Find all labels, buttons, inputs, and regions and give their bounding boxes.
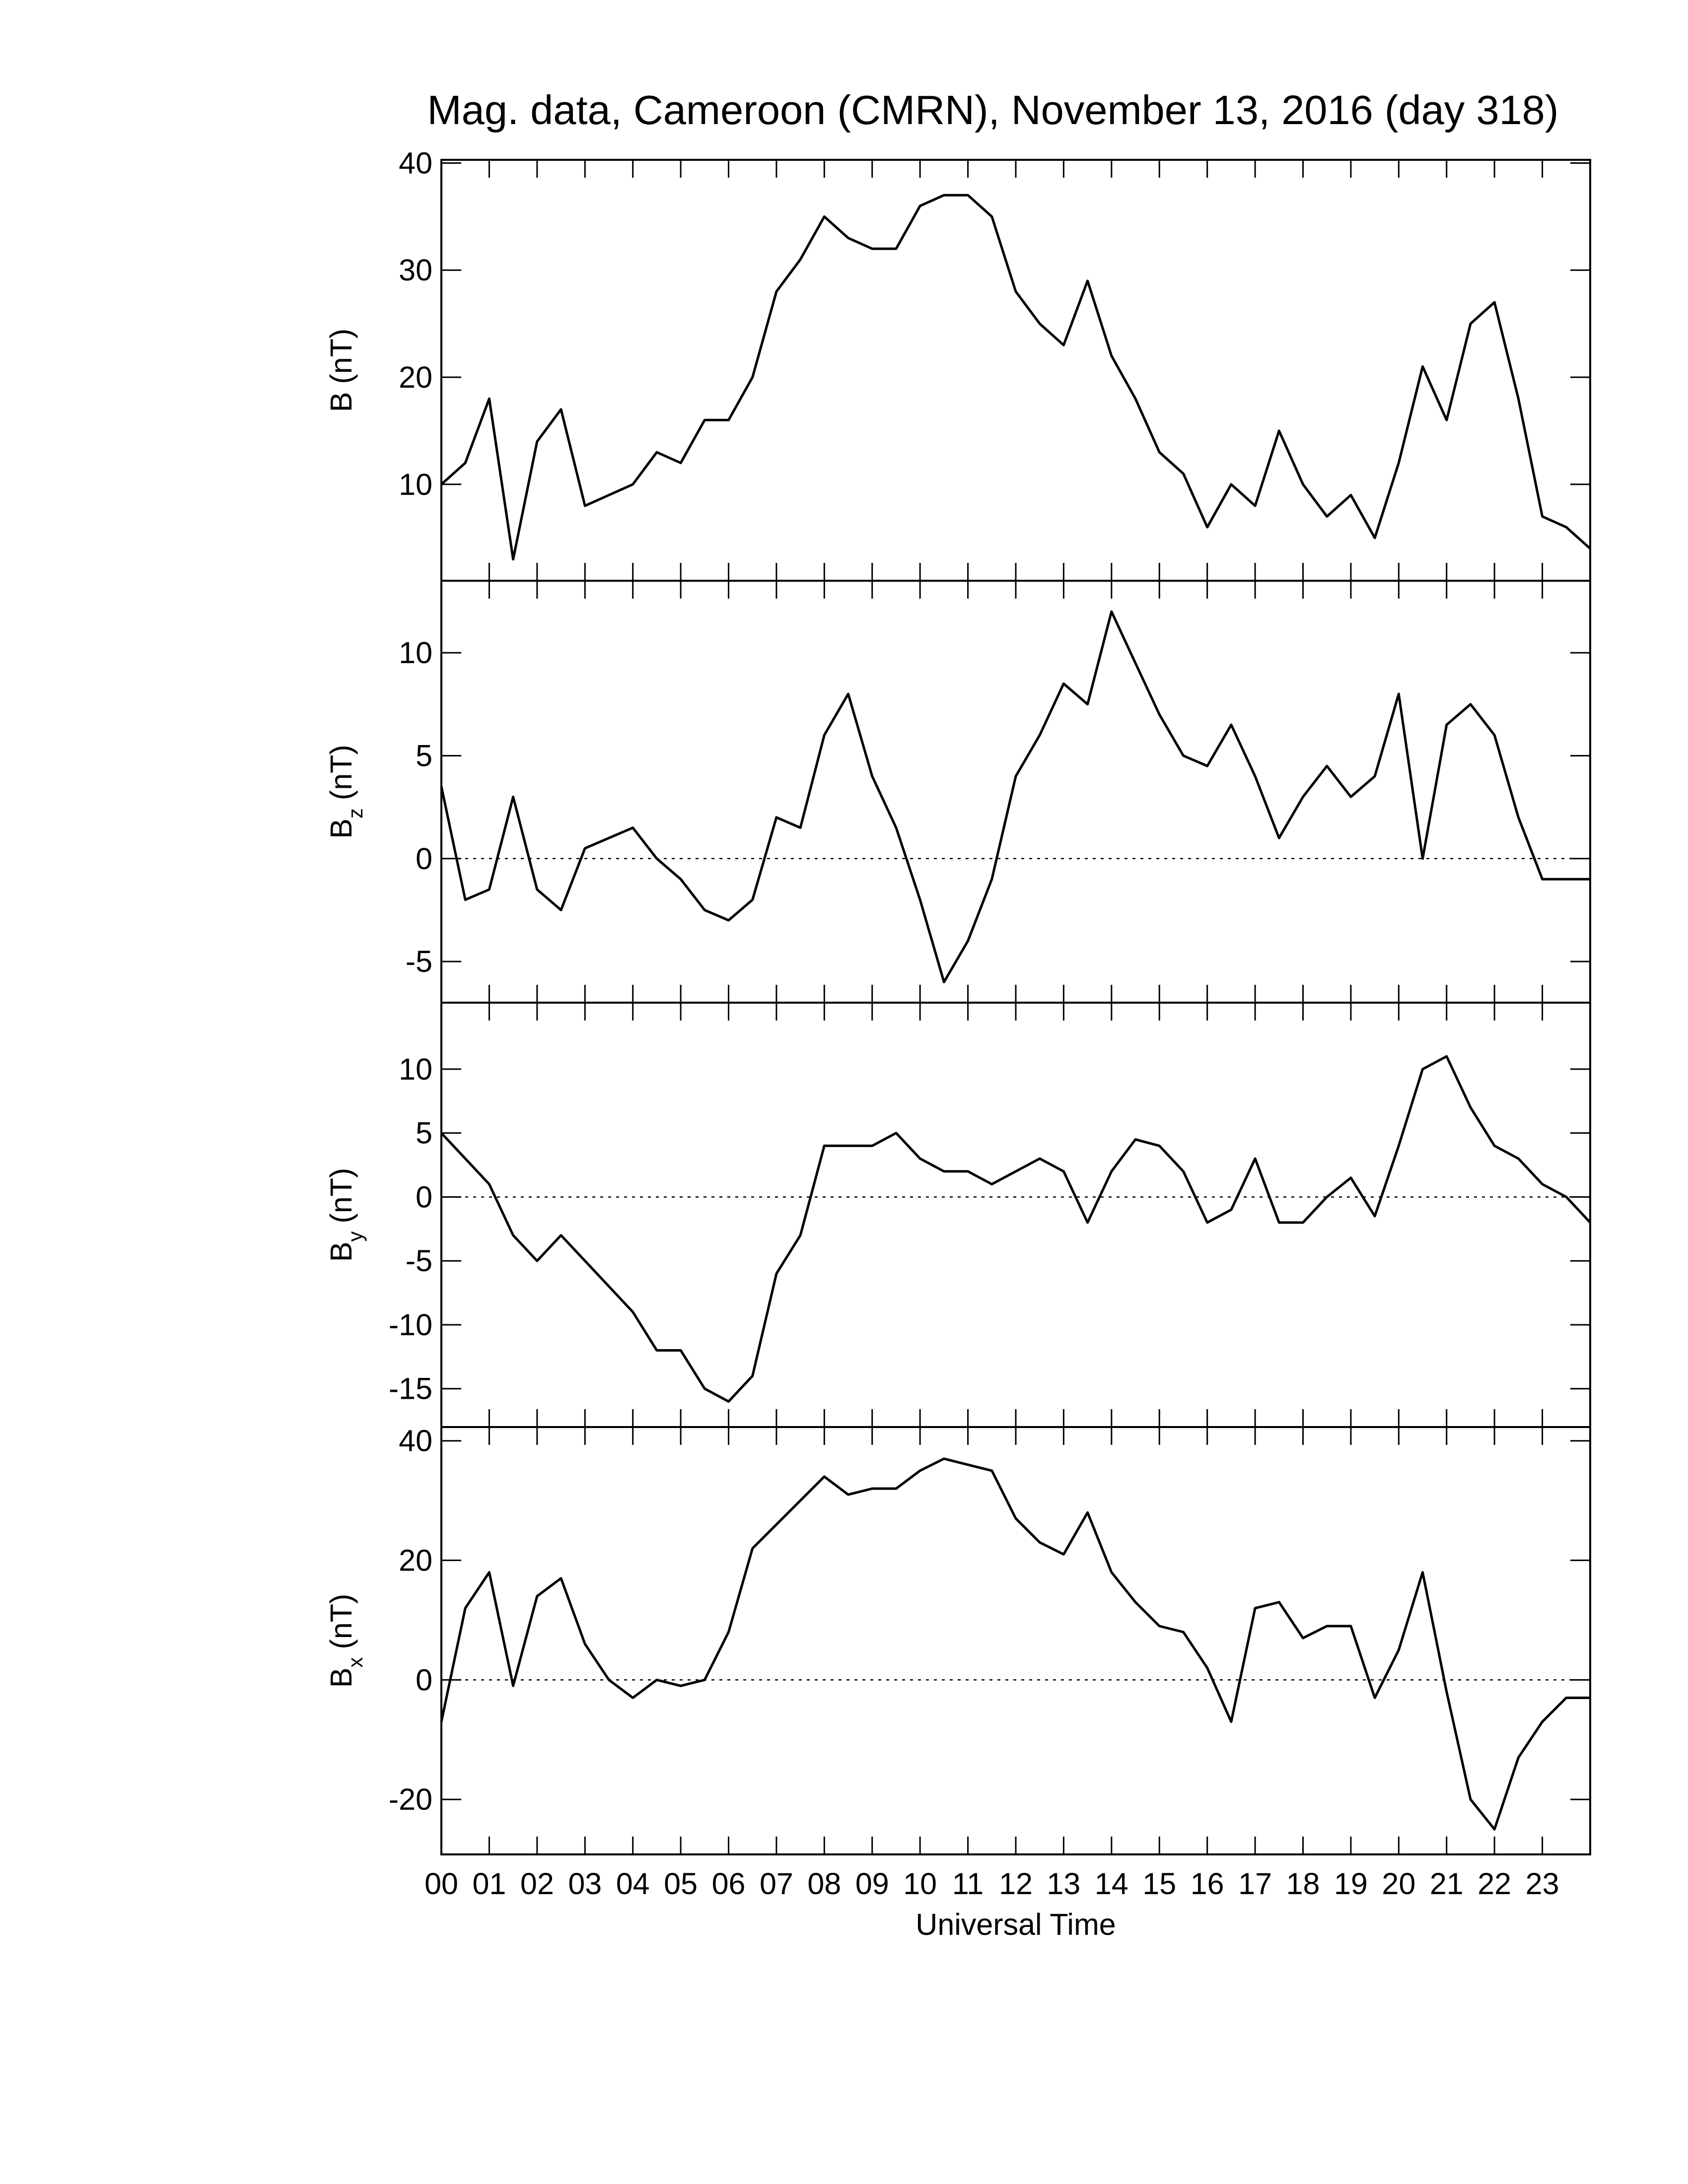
y-axis-label: Bx (nT) bbox=[324, 1594, 367, 1688]
y-tick-label: -10 bbox=[389, 1308, 432, 1342]
x-tick-label: 01 bbox=[472, 1867, 506, 1901]
y-tick-label: 20 bbox=[399, 360, 432, 394]
plot-frame bbox=[440, 580, 1591, 1004]
x-tick-label: 21 bbox=[1430, 1867, 1464, 1901]
y-tick-label: 10 bbox=[399, 468, 432, 501]
y-label-unit: (nT) bbox=[324, 1168, 358, 1224]
x-tick-label: 22 bbox=[1477, 1867, 1511, 1901]
data-line bbox=[440, 1055, 1591, 1403]
y-label-base: B bbox=[324, 819, 358, 839]
x-tick-label: 14 bbox=[1095, 1867, 1128, 1901]
x-tick-label: 07 bbox=[760, 1867, 793, 1901]
y-label-base: B bbox=[324, 392, 358, 412]
y-tick-label: 5 bbox=[416, 739, 432, 772]
x-tick-label: 10 bbox=[903, 1867, 937, 1901]
x-tick-label: 04 bbox=[616, 1867, 650, 1901]
x-tick-label: 00 bbox=[424, 1867, 458, 1901]
y-tick-label: 0 bbox=[416, 1180, 432, 1214]
y-axis-label: Bz (nT) bbox=[324, 745, 367, 839]
y-label-unit: (nT) bbox=[324, 1594, 358, 1649]
y-label-sub: y bbox=[344, 1231, 367, 1242]
y-tick-label: 30 bbox=[399, 253, 432, 287]
y-tick-label: -15 bbox=[389, 1372, 432, 1406]
y-label-sub: x bbox=[344, 1657, 367, 1668]
x-tick-label: 03 bbox=[568, 1867, 602, 1901]
data-line bbox=[440, 610, 1590, 983]
x-tick-label: 11 bbox=[952, 1867, 984, 1901]
y-tick-label: 0 bbox=[416, 842, 432, 876]
y-axis-label: B (nT) bbox=[324, 329, 358, 412]
y-label-unit: (nT) bbox=[324, 745, 358, 800]
x-tick-label: 05 bbox=[664, 1867, 698, 1901]
y-tick-label: 10 bbox=[399, 1052, 432, 1086]
x-tick-label: 17 bbox=[1238, 1867, 1272, 1901]
y-tick-label: 5 bbox=[416, 1116, 432, 1150]
plot-frame bbox=[440, 1002, 1591, 1428]
x-tick-label: 19 bbox=[1334, 1867, 1368, 1901]
plot-frame bbox=[440, 1426, 1591, 1855]
y-tick-label: 40 bbox=[399, 146, 432, 180]
y-tick-label: -5 bbox=[406, 945, 432, 978]
x-tick-label: 08 bbox=[807, 1867, 841, 1901]
x-tick-label: 18 bbox=[1286, 1867, 1320, 1901]
chart-title: Mag. data, Cameroon (CMRN), November 13,… bbox=[427, 87, 1559, 133]
x-tick-label: 12 bbox=[999, 1867, 1033, 1901]
y-tick-label: 40 bbox=[399, 1424, 432, 1458]
x-tick-label: 09 bbox=[855, 1867, 889, 1901]
y-tick-label: 20 bbox=[399, 1544, 432, 1577]
x-tick-label: 23 bbox=[1526, 1867, 1559, 1901]
plot-frame bbox=[440, 159, 1591, 582]
y-axis-label: By (nT) bbox=[324, 1168, 367, 1262]
y-label-base: B bbox=[324, 1668, 358, 1688]
y-tick-label: -5 bbox=[406, 1244, 432, 1278]
y-tick-label: -20 bbox=[389, 1782, 432, 1816]
x-tick-label: 20 bbox=[1382, 1867, 1415, 1901]
x-axis-label: Universal Time bbox=[915, 1908, 1116, 1941]
x-tick-label: 13 bbox=[1047, 1867, 1080, 1901]
x-tick-label: 06 bbox=[712, 1867, 746, 1901]
y-label-base: B bbox=[324, 1242, 358, 1262]
data-line bbox=[440, 1457, 1590, 1831]
x-tick-label: 15 bbox=[1142, 1867, 1176, 1901]
data-line bbox=[440, 194, 1591, 561]
y-label-sub: z bbox=[344, 808, 367, 819]
y-tick-label: 10 bbox=[399, 636, 432, 670]
y-label-unit: (nT) bbox=[324, 329, 358, 384]
x-tick-label: 02 bbox=[520, 1867, 554, 1901]
x-tick-label: 16 bbox=[1191, 1867, 1224, 1901]
y-tick-label: 0 bbox=[416, 1663, 432, 1697]
